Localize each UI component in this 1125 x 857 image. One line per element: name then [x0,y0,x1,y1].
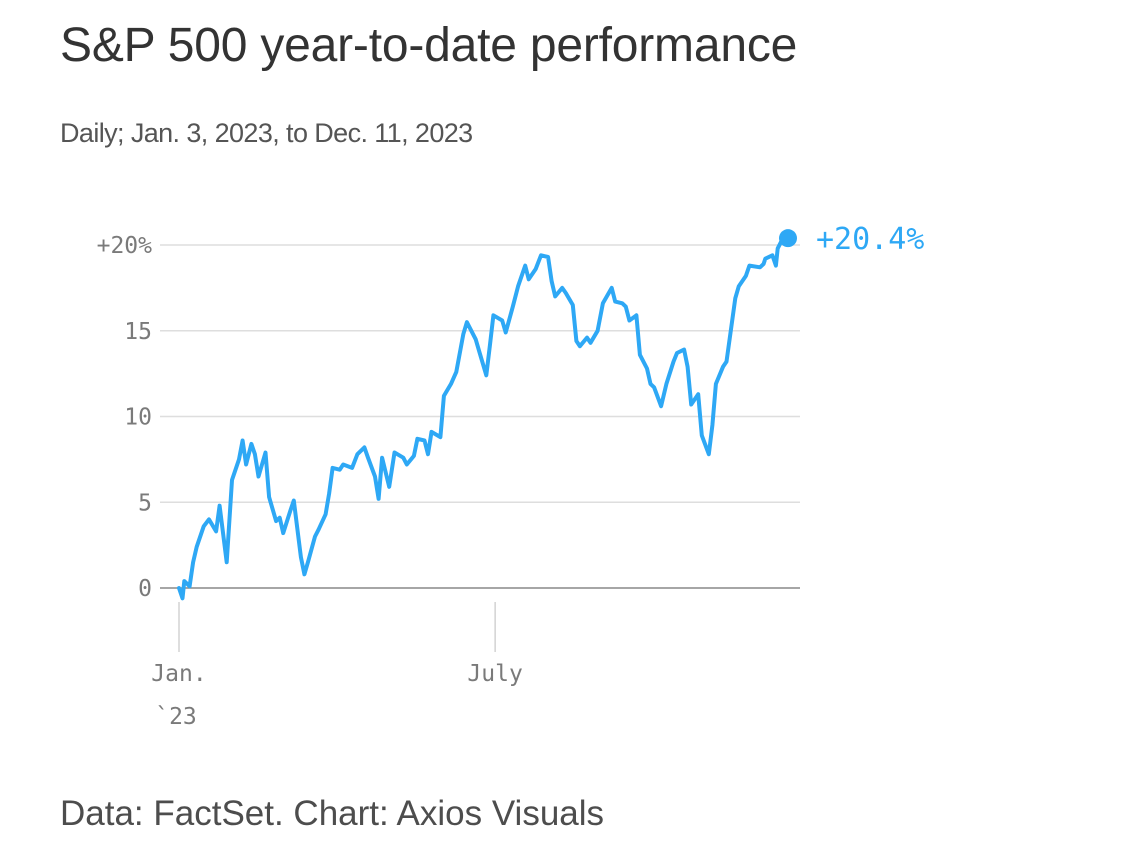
end-marker-group: +20.4% [779,222,924,257]
gridlines [160,244,800,589]
x-axis: Jan. `23 July [151,602,523,730]
y-tick-label: 5 [138,490,152,516]
x-tick-label: Jan. [151,661,206,687]
y-axis: 0 5 10 15 +20% [97,233,153,602]
series-layer [177,236,785,601]
y-tick-label: 15 [124,319,152,345]
y-tick-label: +20% [97,233,153,259]
end-point-marker [779,229,797,248]
x-tick-sublabel: `23 [155,704,197,730]
line-chart: 0 5 10 15 +20% Jan. `23 July +20.4% [97,222,925,730]
source-credit: Data: FactSet. Chart: Axios Visuals [60,794,605,833]
x-tick-label: July [467,661,522,687]
end-value-label: +20.4% [816,222,924,257]
chart-title: S&P 500 year-to-date performance [60,19,798,72]
chart-subtitle: Daily; Jan. 3, 2023, to Dec. 11, 2023 [60,118,473,148]
y-tick-label: 10 [124,405,152,431]
series-line-sp500 [177,236,785,601]
y-tick-label: 0 [138,576,152,602]
